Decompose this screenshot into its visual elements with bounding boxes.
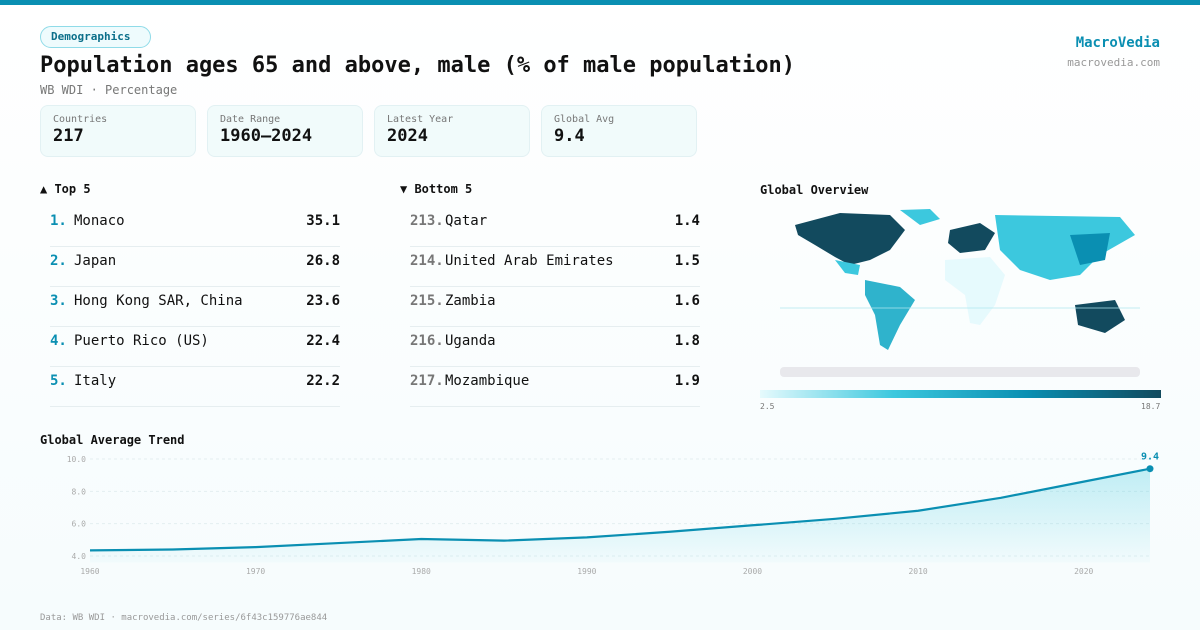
value: 1.8 [674, 333, 700, 349]
rank: 1. [50, 213, 67, 229]
page-subtitle: WB WDI · Percentage [40, 83, 178, 97]
y-tick-label: 10.0 [67, 455, 86, 464]
stat-card-latest-year: Latest Year 2024 [374, 105, 530, 157]
stat-card-date-range: Date Range 1960–2024 [207, 105, 363, 157]
stat-value: 9.4 [554, 126, 585, 146]
map-asia [995, 215, 1135, 280]
top5-list-item[interactable]: 3. Hong Kong SAR, China 23.6 [50, 287, 340, 327]
category-badge[interactable]: Demographics [40, 26, 152, 48]
map-heading: Global Overview [760, 183, 869, 197]
bottom5-list-item[interactable]: 214.United Arab Emirates 1.5 [410, 247, 700, 287]
scale-min-label: 2.5 [760, 402, 775, 411]
value: 22.2 [306, 373, 340, 389]
value: 1.6 [674, 293, 700, 309]
scale-max-label: 18.7 [1141, 402, 1161, 411]
rank: 4. [50, 333, 67, 349]
last-data-point [1146, 465, 1154, 473]
value: 23.6 [306, 293, 340, 309]
value: 22.4 [306, 333, 340, 349]
country-name: Qatar [445, 213, 488, 229]
x-tick-label: 2000 [743, 567, 762, 576]
y-tick-label: 6.0 [72, 520, 87, 529]
country-name: United Arab Emirates [445, 253, 614, 269]
bottom5-list-item[interactable]: 217.Mozambique 1.9 [410, 367, 700, 407]
map-australia [1075, 300, 1125, 333]
bottom5-heading: ▼ Bottom 5 [400, 182, 473, 196]
world-map [780, 209, 1140, 377]
country-name: Zambia [445, 293, 496, 309]
top5-list-item[interactable]: 5. Italy 22.2 [50, 367, 340, 407]
top5-list-item[interactable]: 2. Japan 26.8 [50, 247, 340, 287]
country-name: Japan [74, 253, 117, 269]
map-central-america [835, 260, 860, 275]
rank: 217. [410, 373, 444, 389]
country-name: Puerto Rico (US) [74, 333, 209, 349]
stat-card-global-avg: Global Avg 9.4 [541, 105, 697, 157]
x-tick-label: 1960 [80, 567, 99, 576]
rank: 216. [410, 333, 444, 349]
stat-label: Date Range [220, 114, 281, 125]
x-tick-label: 1980 [412, 567, 431, 576]
value: 1.4 [674, 213, 700, 229]
brand-url[interactable]: macrovedia.com [1067, 56, 1160, 69]
bottom5-list-item[interactable]: 213.Qatar 1.4 [410, 207, 700, 247]
top-accent-bar [0, 0, 1200, 5]
last-value-label: 9.4 [1141, 452, 1159, 463]
trend-chart: 4.0 6.0 8.0 10.0 1960 1970 1980 1990 2000 2010 202… [67, 452, 1159, 576]
page-title: Population ages 65 and above, male (% of… [40, 53, 795, 78]
x-tick-label: 2010 [908, 567, 927, 576]
rank: 215. [410, 293, 444, 309]
footer-source: Data: WB WDI · macrovedia.com/series/6f4… [40, 613, 328, 623]
x-tick-label: 1990 [577, 567, 596, 576]
y-tick-label: 4.0 [72, 552, 87, 561]
map-color-scale [760, 390, 1161, 398]
map-north-america [795, 213, 905, 265]
country-name: Italy [74, 373, 117, 389]
country-name: Monaco [74, 213, 125, 229]
x-tick-label: 2020 [1074, 567, 1093, 576]
y-tick-label: 8.0 [72, 487, 87, 496]
value: 1.5 [674, 253, 700, 269]
map-antarctica [780, 367, 1140, 377]
country-name: Hong Kong SAR, China [74, 293, 243, 309]
trend-area [90, 468, 1150, 563]
rank: 3. [50, 293, 67, 309]
map-south-america [865, 280, 915, 350]
rank: 213. [410, 213, 444, 229]
trend-line [89, 467, 1151, 552]
brand-logo[interactable]: MacroVedia [1075, 35, 1160, 51]
stat-value: 2024 [387, 126, 428, 146]
stat-value: 1960–2024 [220, 126, 313, 146]
stat-label: Countries [53, 114, 108, 125]
bottom5-list-item[interactable]: 216.Uganda 1.8 [410, 327, 700, 367]
trend-heading: Global Average Trend [40, 433, 185, 447]
top5-list-item[interactable]: 4. Puerto Rico (US) 22.4 [50, 327, 340, 367]
stat-label: Global Avg [554, 114, 615, 125]
top5-list-item[interactable]: 1. Monaco 35.1 [50, 207, 340, 247]
map-greenland [900, 209, 940, 225]
x-tick-label: 1970 [246, 567, 265, 576]
rank: 214. [410, 253, 444, 269]
value: 35.1 [306, 213, 340, 229]
country-name: Uganda [445, 333, 496, 349]
value: 26.8 [306, 253, 340, 269]
map-europe [948, 223, 995, 253]
country-name: Mozambique [445, 373, 530, 389]
stat-card-countries: Countries 217 [40, 105, 196, 157]
value: 1.9 [674, 373, 700, 389]
rank: 2. [50, 253, 67, 269]
rank: 5. [50, 373, 67, 389]
bottom5-list-item[interactable]: 215.Zambia 1.6 [410, 287, 700, 327]
top5-heading: ▲ Top 5 [40, 182, 91, 196]
map-africa [945, 257, 1005, 325]
stat-label: Latest Year [387, 114, 454, 125]
stat-value: 217 [53, 126, 84, 146]
map-china [1070, 233, 1110, 265]
